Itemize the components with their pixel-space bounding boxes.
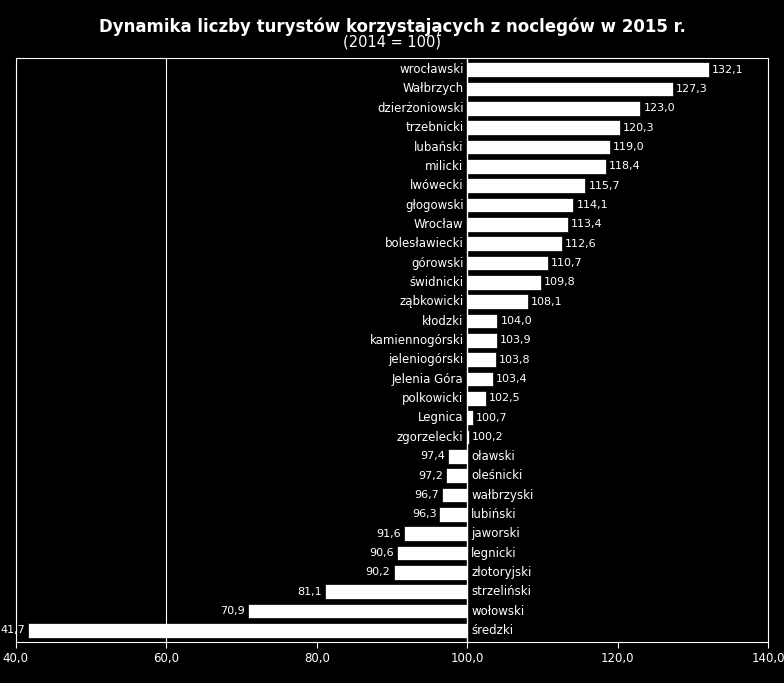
Text: 102,5: 102,5 — [489, 393, 521, 404]
Text: Wrocław: Wrocław — [414, 218, 463, 231]
Bar — [467, 120, 620, 135]
Text: lubański: lubański — [414, 141, 463, 154]
Text: 123,0: 123,0 — [644, 103, 675, 113]
Bar — [467, 275, 541, 290]
Text: 97,4: 97,4 — [419, 451, 445, 462]
Text: wołowski: wołowski — [471, 604, 524, 617]
Text: 96,3: 96,3 — [412, 510, 437, 519]
Text: oleśnicki: oleśnicki — [471, 469, 522, 482]
Bar — [467, 255, 548, 270]
Text: 91,6: 91,6 — [376, 529, 401, 539]
Text: ząbkowicki: ząbkowicki — [399, 295, 463, 308]
Text: wrocławski: wrocławski — [399, 63, 463, 76]
Bar — [467, 410, 473, 425]
Text: 100,2: 100,2 — [472, 432, 503, 442]
Bar — [467, 391, 486, 406]
Text: 103,9: 103,9 — [499, 335, 532, 346]
Text: kłodzki: kłodzki — [422, 315, 463, 328]
Text: legnicki: legnicki — [471, 546, 517, 559]
Text: 100,7: 100,7 — [476, 413, 507, 423]
Bar — [394, 565, 467, 580]
Bar — [446, 469, 467, 483]
Text: głogowski: głogowski — [405, 199, 463, 212]
Bar — [467, 217, 568, 232]
Bar — [467, 140, 610, 154]
Text: średzki: średzki — [471, 624, 514, 637]
Text: 114,1: 114,1 — [576, 200, 608, 210]
Text: wałbrzyski: wałbrzyski — [471, 488, 533, 501]
Text: lubiński: lubiński — [471, 508, 517, 521]
Bar — [467, 333, 496, 348]
Text: 127,3: 127,3 — [676, 84, 707, 94]
Text: 103,8: 103,8 — [499, 354, 531, 365]
Text: Jelenia Góra: Jelenia Góra — [392, 372, 463, 385]
Bar — [467, 430, 469, 445]
Text: 81,1: 81,1 — [297, 587, 322, 597]
Bar — [467, 159, 606, 173]
Bar — [467, 198, 573, 212]
Text: lwówecki: lwówecki — [410, 179, 463, 192]
Bar — [467, 101, 641, 115]
Text: 90,2: 90,2 — [366, 568, 390, 577]
Text: 90,6: 90,6 — [369, 548, 394, 558]
Bar — [325, 585, 467, 599]
Text: 113,4: 113,4 — [571, 219, 603, 229]
Text: 118,4: 118,4 — [608, 161, 641, 171]
Text: złotoryjski: złotoryjski — [471, 566, 532, 579]
Bar — [397, 546, 467, 560]
Text: 115,7: 115,7 — [589, 181, 620, 191]
Text: świdnicki: świdnicki — [409, 276, 463, 289]
Text: 109,8: 109,8 — [544, 277, 575, 288]
Bar — [467, 178, 586, 193]
Text: 120,3: 120,3 — [623, 123, 655, 133]
Text: bolesławiecki: bolesławiecki — [385, 237, 463, 250]
Text: 70,9: 70,9 — [220, 606, 245, 616]
Text: dzierżoniowski: dzierżoniowski — [377, 102, 463, 115]
Text: 132,1: 132,1 — [712, 65, 743, 74]
Text: Legnica: Legnica — [418, 411, 463, 424]
Bar — [467, 294, 528, 309]
Bar — [467, 313, 497, 329]
Text: 103,4: 103,4 — [495, 374, 528, 384]
Text: Dynamika liczby turystów korzystających z noclegów w 2015 r.: Dynamika liczby turystów korzystających … — [99, 17, 685, 36]
Bar — [448, 449, 467, 464]
Bar — [404, 527, 467, 541]
Text: milicki: milicki — [425, 160, 463, 173]
Text: 97,2: 97,2 — [419, 471, 443, 481]
Text: strzeliński: strzeliński — [471, 585, 531, 598]
Text: 96,7: 96,7 — [415, 490, 439, 500]
Bar — [249, 604, 467, 618]
Text: 108,1: 108,1 — [532, 296, 563, 307]
Text: trzebnicki: trzebnicki — [405, 121, 463, 134]
Text: zgorzelecki: zgorzelecki — [397, 430, 463, 443]
Bar — [467, 236, 562, 251]
Text: 110,7: 110,7 — [551, 258, 583, 268]
Text: (2014 = 100): (2014 = 100) — [343, 34, 441, 49]
Text: oławski: oławski — [471, 450, 515, 463]
Bar — [467, 82, 673, 96]
Text: 104,0: 104,0 — [500, 316, 532, 326]
Text: 119,0: 119,0 — [613, 142, 645, 152]
Text: 41,7: 41,7 — [1, 626, 25, 635]
Text: kamiennogórski: kamiennogórski — [369, 334, 463, 347]
Text: jaworski: jaworski — [471, 527, 520, 540]
Text: jeleniogórski: jeleniogórski — [388, 353, 463, 366]
Bar — [439, 507, 467, 522]
Text: Wałbrzych: Wałbrzych — [402, 83, 463, 96]
Bar — [467, 372, 493, 387]
Bar — [467, 62, 709, 77]
Text: górowski: górowski — [411, 257, 463, 270]
Bar — [467, 352, 495, 367]
Text: 112,6: 112,6 — [565, 238, 597, 249]
Text: polkowicki: polkowicki — [402, 392, 463, 405]
Bar — [28, 623, 467, 638]
Bar — [442, 488, 467, 502]
